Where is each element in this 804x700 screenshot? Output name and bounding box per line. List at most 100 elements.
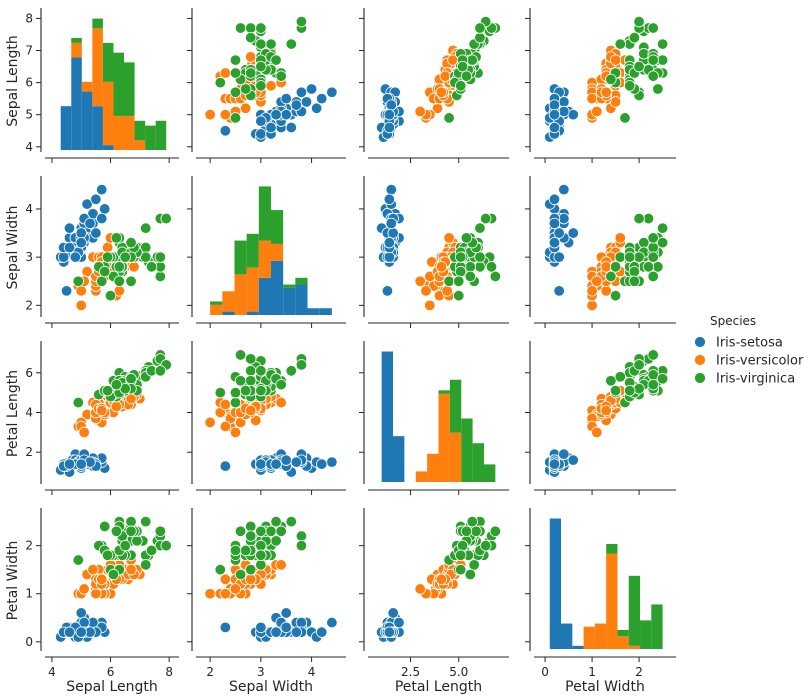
scatter-point — [435, 261, 448, 273]
scatter-point — [647, 270, 659, 283]
scatter-point — [90, 193, 102, 205]
scatter-point — [460, 232, 473, 244]
scatter-point — [234, 375, 247, 387]
scatter-point — [245, 530, 257, 542]
y-tick-label: 0 — [25, 635, 33, 649]
scatter-point — [628, 275, 641, 287]
scatter-point — [63, 458, 76, 470]
scatter-point — [558, 183, 570, 196]
scatter-point — [656, 236, 669, 249]
hist-bar-iris-versicolor — [594, 623, 607, 649]
hist-bar-iris-virginica — [640, 620, 652, 649]
panel-pw-vs-sw: 2 3 4 — [187, 508, 346, 679]
hist-bar-iris-versicolor — [92, 28, 103, 107]
hist-bar-iris-virginica — [461, 418, 473, 482]
scatter-point — [255, 365, 267, 377]
y-tick-label: 2 — [25, 445, 33, 459]
scatter-point — [605, 270, 617, 283]
scatter-point — [96, 404, 108, 417]
panel-pl-vs-pw — [525, 341, 676, 495]
scatter-point — [383, 121, 396, 134]
scatter-point — [548, 458, 561, 470]
scatter-point — [387, 227, 399, 239]
scatter-point — [591, 426, 603, 439]
scatter-point — [219, 398, 232, 411]
scatter-point — [614, 371, 626, 383]
hist-bar-iris-setosa — [258, 277, 271, 315]
scatter-point — [553, 251, 565, 263]
scatter-point — [652, 83, 664, 95]
hist-bar-iris-virginica — [134, 120, 146, 141]
scatter-point — [609, 261, 622, 273]
scatter-point — [460, 70, 473, 82]
scatter-point — [101, 251, 114, 263]
scatter-point — [145, 544, 158, 557]
scatter-point — [219, 67, 232, 79]
scatter-point — [558, 448, 570, 460]
scatter-point — [548, 217, 561, 230]
hist-bar-iris-setosa — [81, 91, 93, 150]
scatter-point — [214, 563, 226, 576]
legend-label: Iris-setosa — [716, 336, 783, 351]
hist-bar-iris-setosa — [283, 287, 296, 315]
panel-sl-vs-sw — [187, 8, 346, 163]
scatter-point — [245, 22, 257, 34]
scatter-point — [128, 261, 140, 273]
scatter-point — [290, 99, 303, 111]
panel-pw-vs-sl: 0 1 2 4 6 8 — [25, 508, 179, 679]
scatter-point — [414, 275, 426, 287]
scatter-point — [647, 379, 659, 391]
hist-bar-iris-virginica — [234, 240, 247, 275]
scatter-point — [98, 265, 111, 278]
x-axis-label-sl: Sepal Length — [66, 679, 158, 695]
scatter-point — [113, 261, 126, 273]
scatter-point — [280, 108, 292, 121]
scatter-point — [285, 121, 297, 134]
scatter-point — [96, 183, 108, 196]
scatter-point — [553, 227, 565, 239]
scatter-point — [265, 38, 277, 50]
scatter-point — [633, 359, 645, 371]
scatter-point — [435, 573, 448, 586]
scatter-point — [558, 96, 570, 108]
scatter-point — [326, 456, 338, 468]
scatter-point — [285, 38, 297, 50]
scatter-point — [154, 525, 167, 537]
legend-marker-icon — [694, 372, 706, 384]
scatter-point — [454, 563, 467, 576]
scatter-point — [245, 563, 257, 576]
hist-bar-iris-versicolor — [427, 453, 439, 482]
scatter-point — [280, 621, 292, 634]
hist-bar-iris-versicolor — [415, 471, 428, 482]
scatter-point — [605, 73, 617, 86]
scatter-point — [275, 396, 287, 409]
x-tick-label: 1 — [588, 665, 596, 679]
hist-bar-iris-versicolor — [81, 81, 93, 92]
scatter-point — [255, 539, 267, 552]
panel-sl-vs-pw — [525, 8, 676, 163]
scatter-point — [63, 241, 76, 254]
scatter-point — [265, 80, 277, 92]
scatter-point — [98, 203, 111, 215]
scatter-point — [63, 626, 76, 638]
scatter-point — [454, 80, 467, 92]
hist-bar-iris-setosa — [393, 436, 405, 482]
scatter-point — [229, 426, 242, 439]
scatter-point — [454, 265, 467, 278]
scatter-point — [104, 290, 117, 302]
scatter-point — [75, 626, 87, 638]
scatter-point — [245, 365, 257, 377]
scatter-point — [101, 384, 114, 397]
scatter-point — [245, 573, 257, 586]
scatter-point — [245, 31, 257, 44]
panel-sw-vs-pl — [359, 176, 509, 328]
scatter-point — [383, 251, 396, 263]
hist-bar-iris-setosa — [60, 106, 72, 150]
scatter-point — [614, 38, 626, 50]
legend-title: Species — [710, 314, 756, 328]
scatter-point — [453, 290, 465, 302]
scatter-point — [154, 270, 167, 283]
hist-bar-iris-versicolor — [71, 42, 82, 58]
y-tick-label: 2 — [25, 298, 33, 312]
hist-bar-iris-virginica — [271, 210, 284, 244]
